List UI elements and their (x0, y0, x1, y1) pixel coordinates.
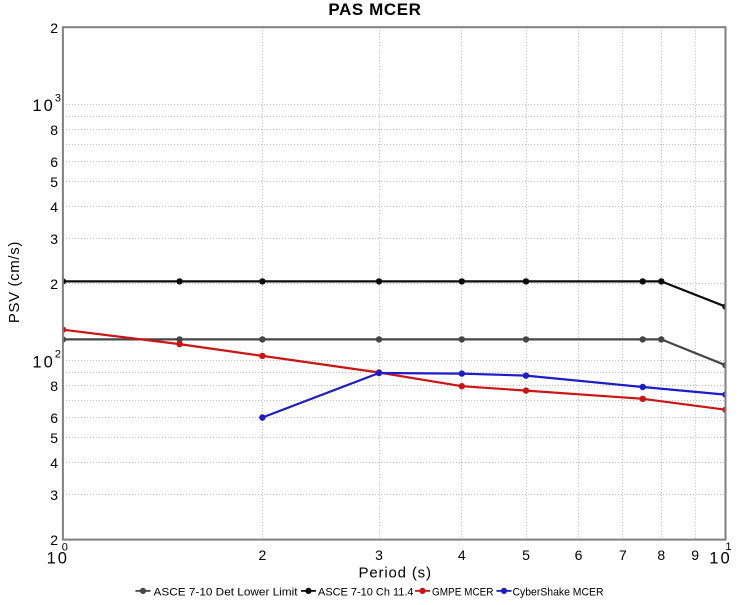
svg-text:0: 0 (62, 541, 68, 553)
svg-text:5: 5 (50, 174, 58, 190)
svg-text:6: 6 (50, 154, 58, 170)
svg-text:9: 9 (691, 547, 699, 563)
svg-text:GMPE MCER: GMPE MCER (432, 586, 494, 598)
svg-text:10: 10 (709, 549, 731, 567)
svg-text:PAS MCER: PAS MCER (328, 0, 421, 19)
svg-text:3: 3 (375, 547, 383, 563)
svg-text:8: 8 (50, 122, 58, 138)
svg-text:4: 4 (50, 199, 58, 215)
svg-text:CyberShake MCER: CyberShake MCER (513, 586, 604, 598)
svg-text:10: 10 (47, 549, 69, 567)
svg-text:2: 2 (50, 276, 58, 292)
svg-text:5: 5 (522, 547, 530, 563)
svg-text:3: 3 (55, 93, 61, 105)
svg-text:8: 8 (50, 378, 58, 394)
svg-text:PSV (cm/s): PSV (cm/s) (6, 242, 23, 324)
svg-text:3: 3 (50, 487, 58, 503)
svg-text:8: 8 (657, 547, 665, 563)
svg-text:2: 2 (55, 349, 61, 361)
svg-text:3: 3 (50, 231, 58, 247)
svg-text:ASCE 7-10 Ch 11.4: ASCE 7-10 Ch 11.4 (318, 586, 414, 598)
svg-text:6: 6 (50, 410, 58, 426)
svg-text:ASCE 7-10 Det Lower Limit: ASCE 7-10 Det Lower Limit (154, 586, 298, 598)
svg-text:Period (s): Period (s) (359, 565, 432, 582)
svg-text:2: 2 (259, 547, 267, 563)
svg-text:10: 10 (32, 97, 54, 115)
svg-text:6: 6 (575, 547, 583, 563)
svg-text:4: 4 (50, 455, 58, 471)
svg-text:10: 10 (32, 353, 54, 371)
svg-text:2: 2 (50, 532, 58, 548)
svg-text:4: 4 (458, 547, 466, 563)
svg-text:2: 2 (50, 20, 58, 36)
svg-text:1: 1 (725, 541, 731, 553)
svg-text:7: 7 (619, 547, 627, 563)
svg-text:5: 5 (50, 430, 58, 446)
